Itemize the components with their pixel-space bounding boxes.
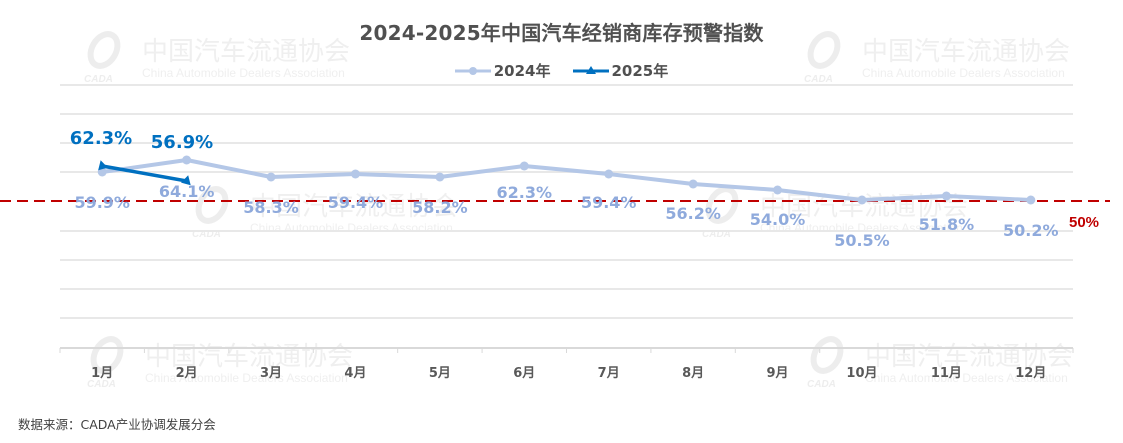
data-point-2024[interactable] xyxy=(773,185,783,195)
svg-text:CADA: CADA xyxy=(804,74,833,85)
data-point-2024[interactable] xyxy=(97,167,107,177)
svg-text:中国汽车流通协会: 中国汽车流通协会 xyxy=(250,192,458,222)
series-2024[interactable] xyxy=(97,155,1036,205)
series-2025[interactable] xyxy=(96,159,193,186)
data-point-2024[interactable] xyxy=(519,161,529,171)
svg-text:CADA: CADA xyxy=(192,229,221,240)
data-point-2024[interactable] xyxy=(857,195,867,205)
data-label-2024: 59.4% xyxy=(328,193,384,212)
legend-label-2025: 2025年 xyxy=(611,62,669,80)
data-label-2024: 59.4% xyxy=(581,193,637,212)
data-label-2024: 64.1% xyxy=(159,182,215,201)
data-point-2024[interactable] xyxy=(604,169,614,179)
legend-label-2024: 2024年 xyxy=(493,62,551,80)
reference-line-50: 50% xyxy=(0,200,1110,231)
legend-item-2024[interactable]: 2024年 xyxy=(454,60,551,81)
x-tick-label: 11月 xyxy=(931,366,962,381)
data-point-2024[interactable] xyxy=(266,172,276,182)
data-point-2025[interactable] xyxy=(181,174,193,186)
x-tick-label: 12月 xyxy=(1015,366,1046,381)
svg-text:China Automobile Dealers Assoc: China Automobile Dealers Association xyxy=(865,371,1068,385)
x-axis: 1月 2月 3月 4月 5月 6月 7月 8月 9月 10月 11月 12月 xyxy=(59,347,1074,381)
svg-text:CADA: CADA xyxy=(84,74,113,85)
svg-text:China Automobile Dealers Assoc: China Automobile Dealers Association xyxy=(862,66,1065,80)
data-point-2025[interactable] xyxy=(96,159,108,171)
data-point-2024[interactable] xyxy=(435,172,445,182)
data-label-2024: 58.3% xyxy=(243,198,299,217)
svg-text:中国汽车流通协会: 中国汽车流通协会 xyxy=(142,37,350,67)
x-tick-label: 3月 xyxy=(260,366,282,381)
gridlines xyxy=(60,84,1073,319)
data-label-2024: 54.0% xyxy=(750,210,806,229)
data-labels: 59.9% 64.1% 58.3% 59.4% 58.2% 62.3% 59.4% 56.2%… xyxy=(70,128,1059,250)
data-label-2024: 50.2% xyxy=(1003,221,1059,240)
legend-item-2025[interactable]: 2025年 xyxy=(572,60,669,81)
data-label-2024: 59.9% xyxy=(74,193,130,212)
data-label-2024: 50.5% xyxy=(834,231,890,250)
data-point-2024[interactable] xyxy=(688,179,698,189)
data-label-2025: 62.3% xyxy=(70,128,132,149)
legend-line-circle-icon xyxy=(454,66,491,75)
svg-text:China Automobile Dealers Assoc: China Automobile Dealers Association xyxy=(250,221,453,235)
svg-text:中国汽车流通协会: 中国汽车流通协会 xyxy=(862,37,1070,67)
data-point-2024[interactable] xyxy=(941,191,951,201)
chart-title: 2024-2025年中国汽车经销商库存预警指数 xyxy=(359,21,764,45)
x-tick-label: 2月 xyxy=(176,366,198,381)
data-point-2024[interactable] xyxy=(350,169,360,179)
svg-text:CADA: CADA xyxy=(807,379,836,390)
x-tick-label: 5月 xyxy=(429,366,451,381)
data-source-note: 数据来源：CADA产业协调发展分会 xyxy=(18,417,216,432)
reference-line-label: 50% xyxy=(1069,214,1099,231)
svg-text:CADA: CADA xyxy=(702,229,731,240)
data-label-2024: 58.2% xyxy=(412,198,468,217)
svg-text:China Automobile Dealers Assoc: China Automobile Dealers Association xyxy=(142,66,345,80)
x-tick-label: 8月 xyxy=(682,366,704,381)
svg-text:CADA: CADA xyxy=(87,379,116,390)
x-tick-label: 4月 xyxy=(344,366,366,381)
x-tick-label: 1月 xyxy=(91,366,113,381)
x-tick-label: 6月 xyxy=(513,366,535,381)
svg-text:China Automobile Dealers Assoc: China Automobile Dealers Association xyxy=(145,371,348,385)
x-tick-label: 10月 xyxy=(846,366,877,381)
data-label-2024: 56.2% xyxy=(665,204,721,223)
data-label-2024: 51.8% xyxy=(919,215,975,234)
data-label-2024: 62.3% xyxy=(497,183,553,202)
data-point-2024[interactable] xyxy=(1026,195,1036,205)
chart-legend: 2024年 2025年 xyxy=(0,60,1123,81)
x-tick-label: 7月 xyxy=(598,366,620,381)
x-tick-label: 9月 xyxy=(767,366,789,381)
data-point-2024[interactable] xyxy=(182,155,192,165)
legend-line-triangle-icon xyxy=(572,65,609,74)
data-label-2025: 56.9% xyxy=(151,132,213,153)
